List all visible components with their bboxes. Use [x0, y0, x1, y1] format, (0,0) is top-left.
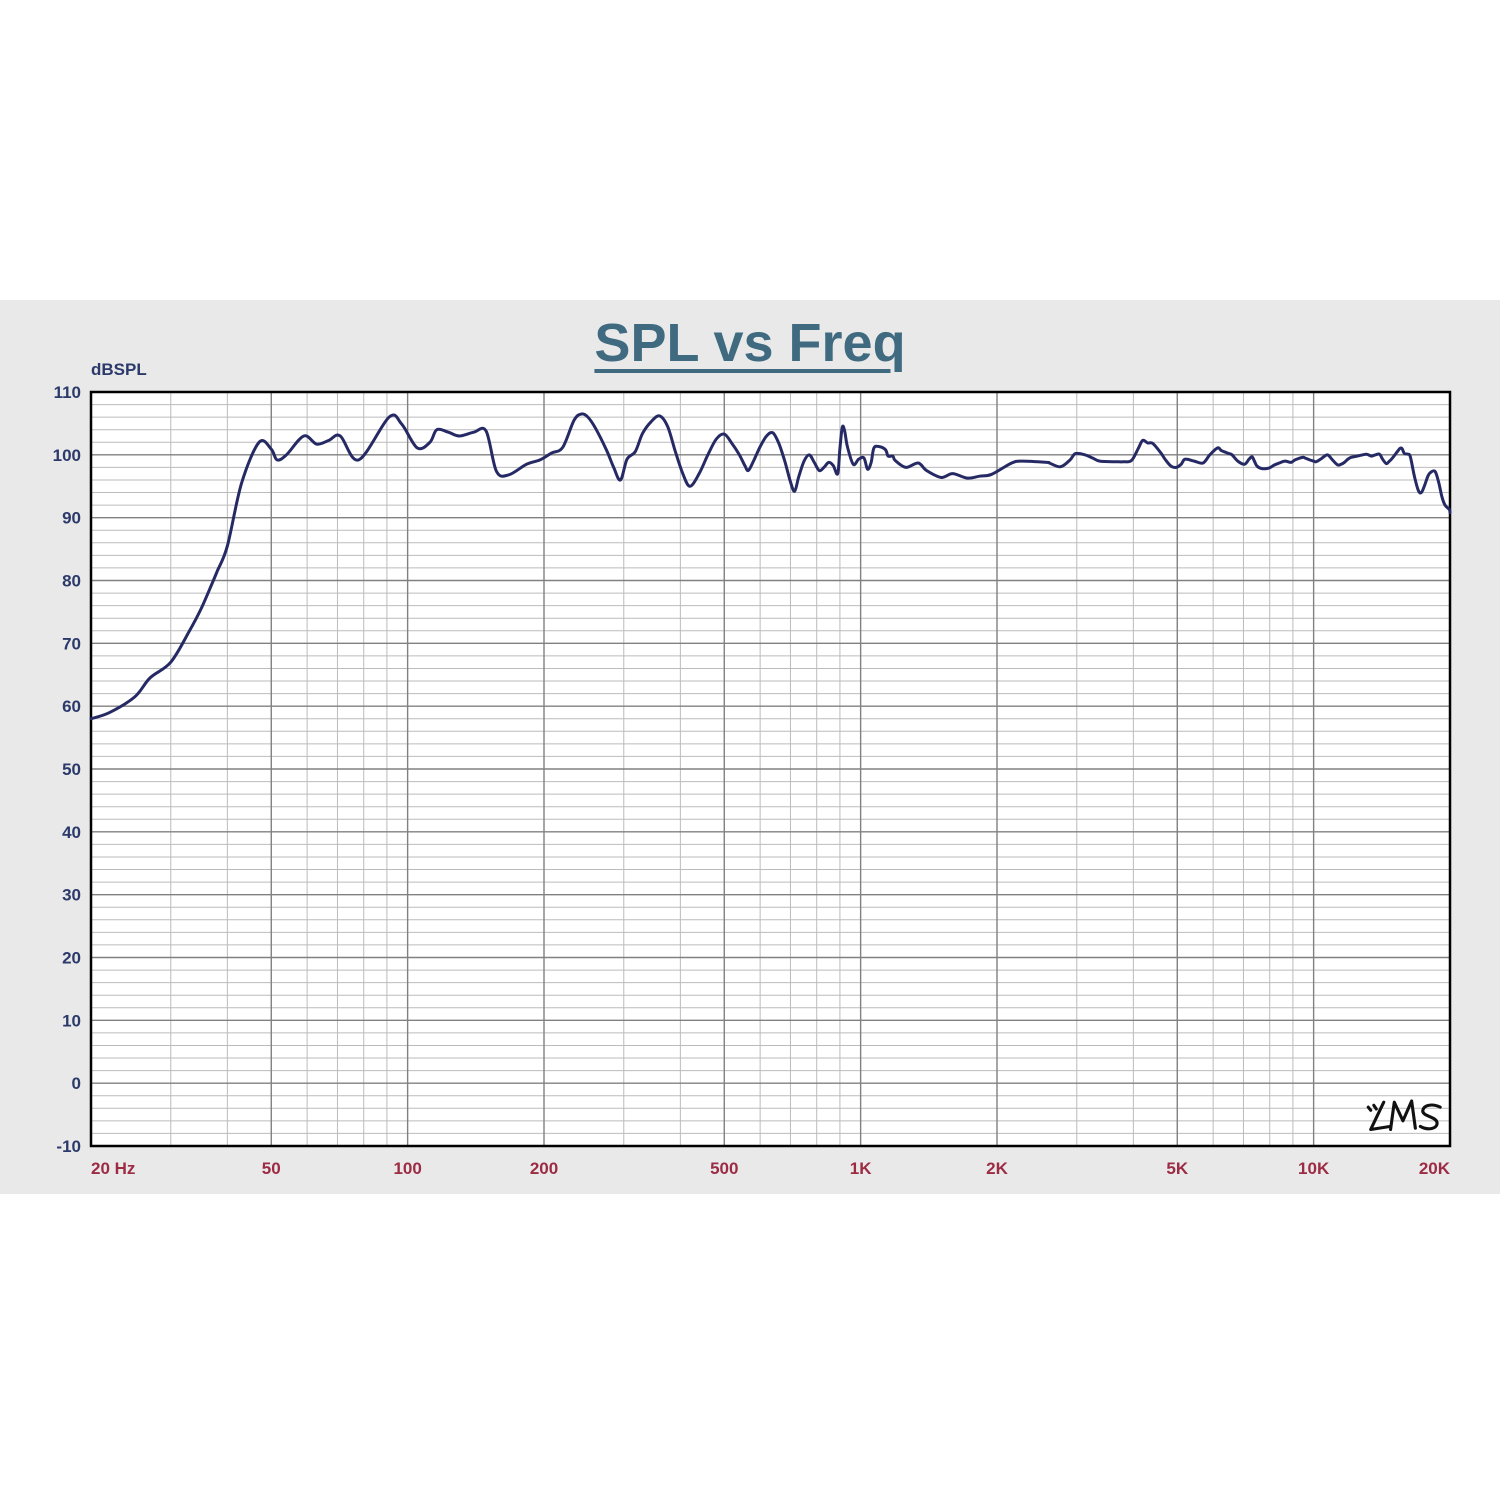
- svg-text:50: 50: [262, 1159, 281, 1178]
- svg-text:0: 0: [72, 1074, 81, 1093]
- svg-text:70: 70: [62, 634, 81, 653]
- svg-text:1K: 1K: [850, 1159, 872, 1178]
- svg-text:90: 90: [62, 509, 81, 528]
- svg-text:2K: 2K: [986, 1159, 1008, 1178]
- svg-text:60: 60: [62, 697, 81, 716]
- svg-text:50: 50: [62, 760, 81, 779]
- svg-text:40: 40: [62, 823, 81, 842]
- svg-text:110: 110: [54, 383, 81, 402]
- svg-text:20K: 20K: [1419, 1159, 1451, 1178]
- svg-text:100: 100: [393, 1159, 421, 1178]
- svg-text:30: 30: [62, 886, 81, 905]
- svg-text:10K: 10K: [1298, 1159, 1330, 1178]
- svg-text:200: 200: [530, 1159, 558, 1178]
- svg-text:5K: 5K: [1166, 1159, 1188, 1178]
- svg-text:20: 20: [62, 949, 81, 968]
- svg-text:80: 80: [62, 572, 81, 591]
- svg-text:100: 100: [53, 446, 81, 465]
- svg-text:20 Hz: 20 Hz: [91, 1159, 135, 1178]
- svg-text:500: 500: [710, 1159, 738, 1178]
- svg-text:10: 10: [62, 1011, 81, 1030]
- svg-text:-10: -10: [56, 1137, 81, 1156]
